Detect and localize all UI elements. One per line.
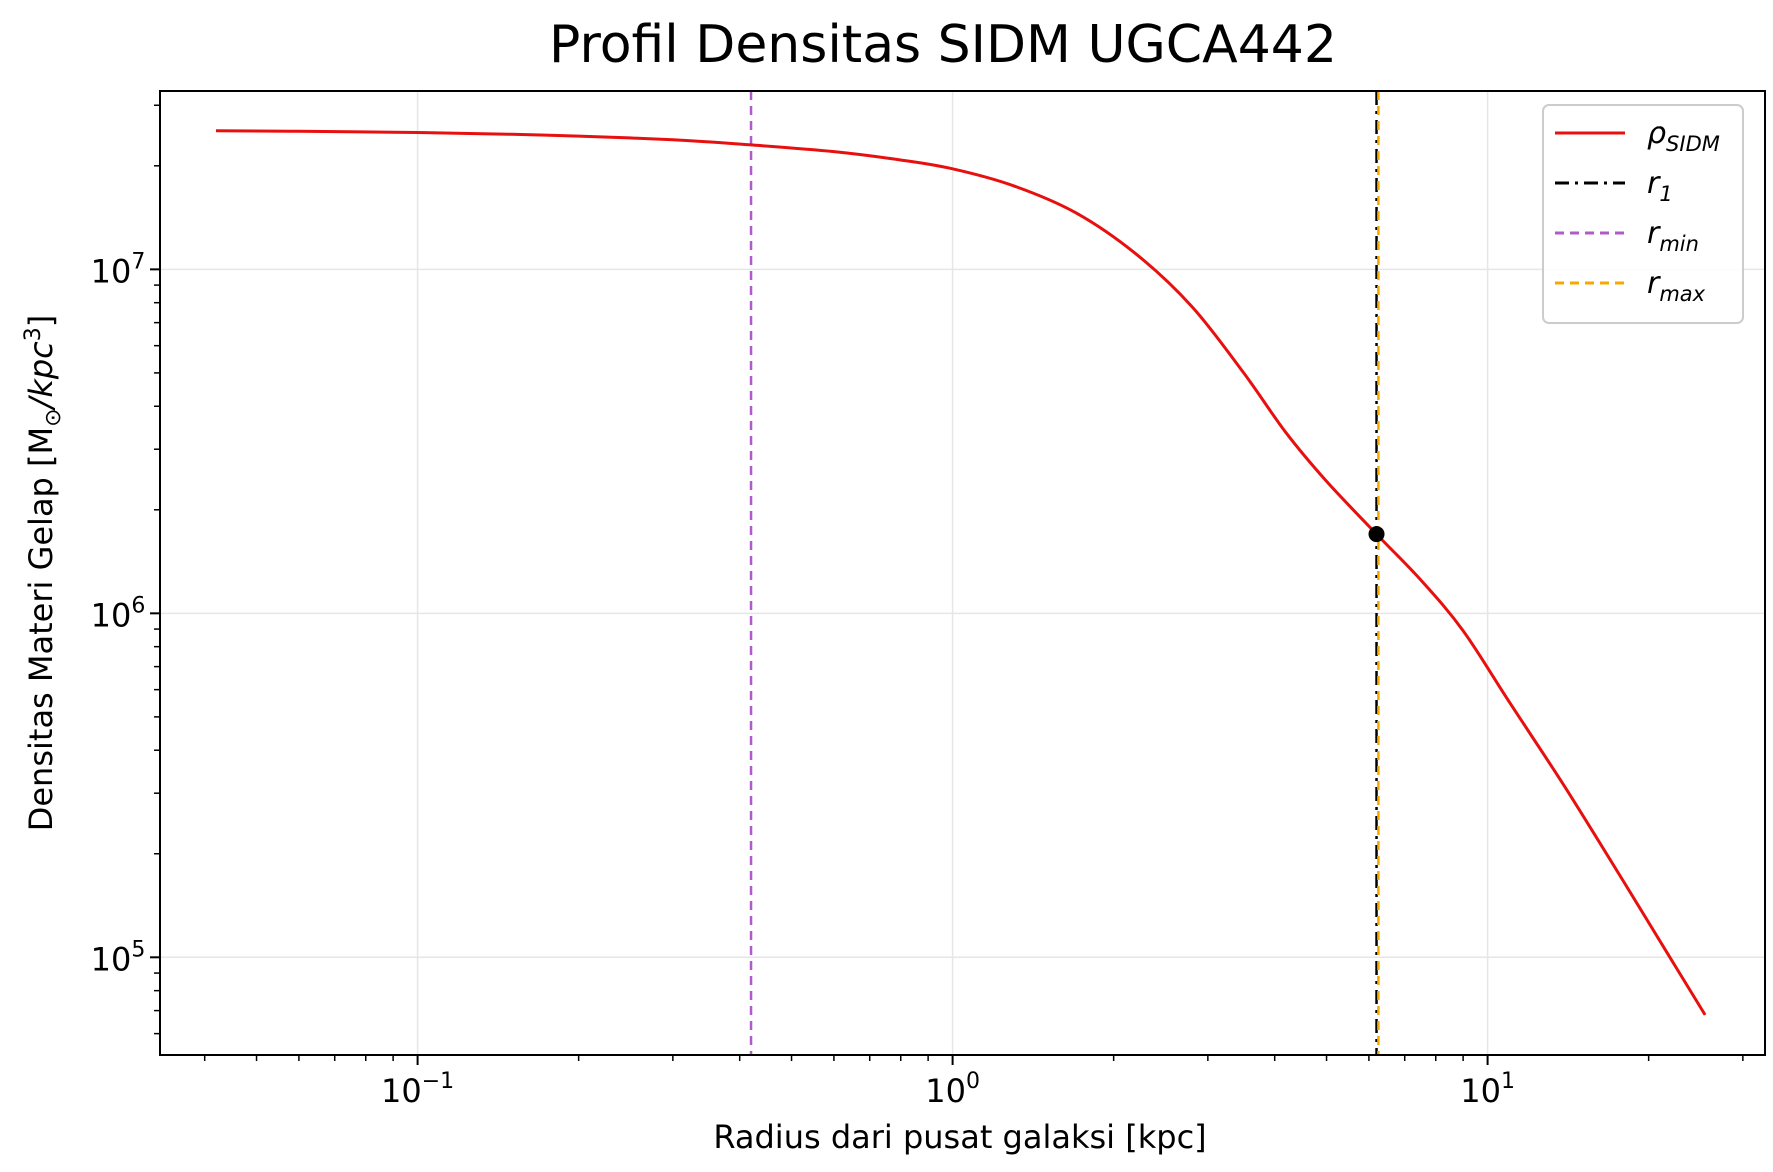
series-line-rho-sidm — [215, 129, 1707, 1016]
legend-label-r-max: rmax — [1647, 266, 1706, 306]
r1-point-marker — [1368, 526, 1385, 543]
legend-label-main: r — [1647, 266, 1661, 301]
legend-label-main: r — [1647, 216, 1661, 251]
legend-label-sub: 1 — [1659, 182, 1672, 206]
legend-label-sub: max — [1659, 282, 1705, 306]
markers-group — [1368, 526, 1385, 543]
legend-label-r-min: rmin — [1647, 216, 1699, 256]
x-tick-base: 10 — [925, 1072, 966, 1110]
y-tick-exponent: 6 — [131, 593, 145, 618]
x-tick-label: 100 — [925, 1069, 980, 1110]
y-tick-label: 106 — [91, 593, 146, 634]
chart-title: Profil Densitas SIDM UGCA442 — [549, 15, 1337, 75]
y-axis-label-unit: /kpc — [22, 341, 60, 412]
y-axis-label-sup: 3 — [21, 327, 46, 341]
x-axis-ticks: 10−1 100 101 — [203, 1055, 1744, 1110]
x-axis-label: Radius dari pusat galaksi [kpc] — [713, 1118, 1206, 1156]
x-tick-exponent: −1 — [422, 1069, 454, 1094]
x-tick-exponent: 0 — [966, 1069, 980, 1094]
grid — [160, 91, 1765, 1055]
legend-label-main: r — [1647, 166, 1661, 201]
plot-frame — [159, 90, 1766, 1056]
y-axis-label: Densitas Materi Gelap [M⊙/kpc3] — [21, 315, 66, 832]
legend-box — [1542, 104, 1744, 324]
y-axis-label-close: ] — [22, 315, 60, 327]
x-tick-label: 101 — [1460, 1069, 1515, 1110]
legend-label-rho-sidm: ρSIDM — [1647, 116, 1720, 156]
x-tick-label: 10−1 — [381, 1069, 454, 1110]
y-axis-label-sub: ⊙ — [41, 408, 66, 426]
legend-label-r-1: r1 — [1647, 166, 1673, 206]
y-tick-exponent: 7 — [131, 249, 145, 274]
vertical-lines — [749, 91, 1380, 1055]
x-tick-base: 10 — [1460, 1072, 1501, 1110]
legend-label-sub: SIDM — [1666, 132, 1720, 156]
legend-label-sub: min — [1659, 232, 1699, 256]
y-tick-label: 105 — [91, 937, 146, 978]
x-tick-base: 10 — [381, 1072, 422, 1110]
x-tick-exponent: 1 — [1501, 1069, 1515, 1094]
y-tick-base: 10 — [91, 596, 132, 634]
y-tick-label: 107 — [91, 249, 146, 290]
y-tick-base: 10 — [91, 940, 132, 978]
series-group — [215, 129, 1707, 1016]
legend-label-main: ρ — [1647, 116, 1666, 151]
y-axis-label-main: Densitas Materi Gelap [M — [22, 427, 60, 831]
y-tick-exponent: 5 — [131, 937, 145, 962]
y-tick-base: 10 — [91, 252, 132, 290]
